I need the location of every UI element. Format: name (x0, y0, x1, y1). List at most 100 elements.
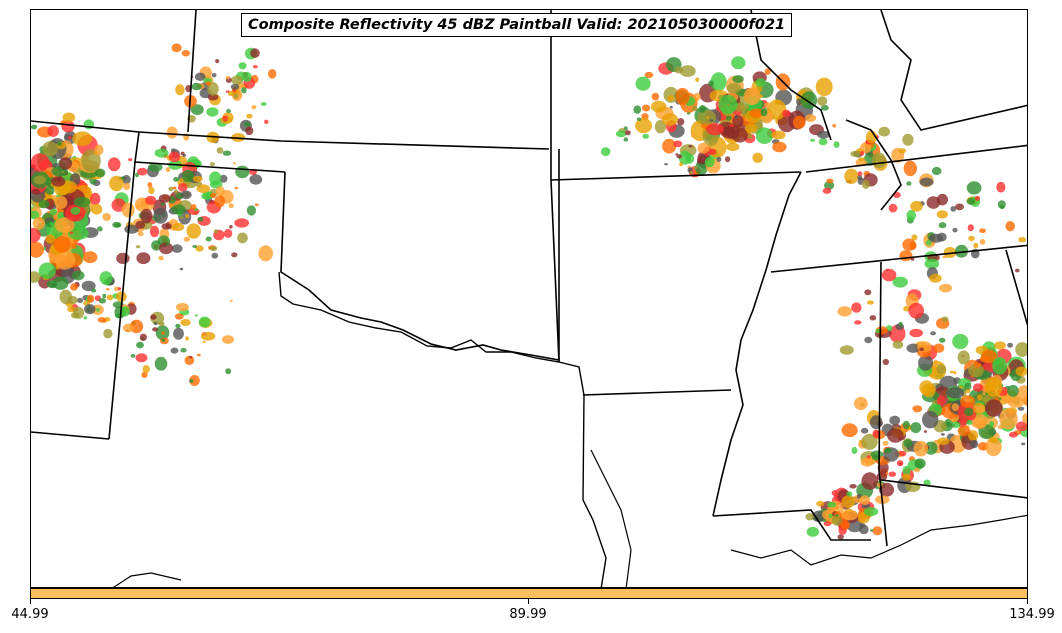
reflectivity-blob (973, 242, 979, 249)
reflectivity-blob (806, 526, 819, 537)
reflectivity-blob (190, 104, 204, 115)
reflectivity-blob (902, 420, 910, 430)
reflectivity-blob (837, 534, 844, 540)
reflectivity-blob (1007, 342, 1013, 348)
reflectivity-blob (229, 299, 233, 302)
reflectivity-blob (752, 152, 763, 163)
reflectivity-blob (57, 140, 62, 146)
reflectivity-blob (249, 174, 263, 185)
reflectivity-blob (882, 441, 889, 446)
reflectivity-blob (697, 157, 703, 164)
reflectivity-blob (922, 411, 939, 429)
reflectivity-blob (214, 195, 225, 208)
reflectivity-blob (909, 328, 923, 338)
reflectivity-blob (97, 226, 103, 232)
reflectivity-blob (246, 113, 253, 119)
reflectivity-blob (755, 127, 774, 144)
reflectivity-blob (175, 323, 181, 329)
reflectivity-blob (1017, 406, 1025, 411)
reflectivity-blob (908, 302, 924, 319)
reflectivity-blob (979, 239, 986, 245)
reflectivity-blob (938, 222, 947, 229)
reflectivity-blob (635, 76, 651, 91)
reflectivity-blob (231, 75, 244, 85)
reflectivity-blob (1007, 396, 1025, 408)
reflectivity-blob (913, 440, 929, 457)
reflectivity-blob (171, 204, 186, 215)
reflectivity-blob (688, 144, 693, 148)
reflectivity-blob (161, 223, 172, 230)
reflectivity-blob (936, 210, 948, 219)
reflectivity-blob (1008, 431, 1018, 438)
reflectivity-blob (913, 468, 921, 472)
reflectivity-blob (936, 193, 949, 206)
reflectivity-blob (864, 289, 872, 296)
reflectivity-blob (902, 238, 916, 251)
reflectivity-blob (1022, 412, 1027, 424)
reflectivity-blob (919, 177, 934, 187)
reflectivity-blob (151, 240, 162, 251)
reflectivity-blob (654, 120, 667, 134)
state-border-ohio-river (845, 119, 902, 211)
reflectivity-blob (841, 510, 858, 521)
reflectivity-blob (33, 175, 46, 185)
reflectivity-blob (130, 354, 136, 358)
reflectivity-blob (84, 304, 96, 315)
reflectivity-blob (83, 316, 88, 320)
reflectivity-blob (31, 153, 50, 172)
reflectivity-blob (158, 194, 172, 203)
reflectivity-blob (254, 203, 259, 207)
reflectivity-blob (879, 482, 895, 497)
reflectivity-blob (58, 157, 73, 170)
reflectivity-blob (933, 343, 945, 353)
reflectivity-blob (225, 90, 230, 93)
reflectivity-blob (205, 81, 212, 86)
reflectivity-blob (197, 216, 204, 222)
reflectivity-blob (1015, 342, 1027, 357)
reflectivity-blob (910, 200, 923, 212)
reflectivity-blob (191, 82, 202, 91)
reflectivity-blob (989, 421, 995, 427)
reflectivity-blob (733, 102, 749, 112)
reflectivity-blob (644, 71, 654, 79)
reflectivity-blob (994, 341, 1006, 350)
reflectivity-blob (985, 437, 1002, 457)
reflectivity-blob (148, 162, 163, 172)
reflectivity-blob (914, 458, 926, 469)
reflectivity-blob (679, 65, 696, 77)
reflectivity-blob (42, 141, 59, 157)
reflectivity-blob (215, 186, 225, 196)
reflectivity-blob (952, 227, 958, 233)
reflectivity-blob (966, 419, 973, 425)
reflectivity-blob (924, 441, 938, 455)
reflectivity-blob (31, 241, 44, 258)
reflectivity-blob (147, 182, 153, 188)
reflectivity-blob (152, 327, 158, 332)
reflectivity-blob (70, 283, 78, 291)
reflectivity-blob (884, 447, 892, 454)
reflectivity-blob (957, 425, 971, 437)
reflectivity-blob (165, 167, 171, 173)
reflectivity-blob (892, 340, 904, 349)
reflectivity-blob (771, 130, 786, 140)
reflectivity-blob (725, 114, 732, 121)
reflectivity-blob (168, 186, 174, 191)
reflectivity-blob (839, 345, 854, 355)
tx-coastline (590, 449, 632, 587)
reflectivity-blob (953, 371, 957, 375)
state-border-ne-co (31, 120, 550, 150)
reflectivity-blob (933, 359, 938, 365)
reflectivity-blob (674, 66, 684, 74)
reflectivity-blob (54, 250, 76, 270)
reflectivity-blob (706, 123, 724, 136)
reflectivity-blob (241, 87, 247, 94)
reflectivity-blob (209, 192, 217, 199)
reflectivity-blob (903, 160, 917, 177)
reflectivity-blob (96, 307, 100, 312)
reflectivity-blob (923, 430, 928, 433)
reflectivity-blob (709, 148, 717, 156)
reflectivity-blob (211, 73, 217, 78)
state-border-tx-ok-red-river (278, 271, 607, 587)
reflectivity-blob (861, 433, 878, 450)
reflectivity-blob (734, 114, 739, 119)
